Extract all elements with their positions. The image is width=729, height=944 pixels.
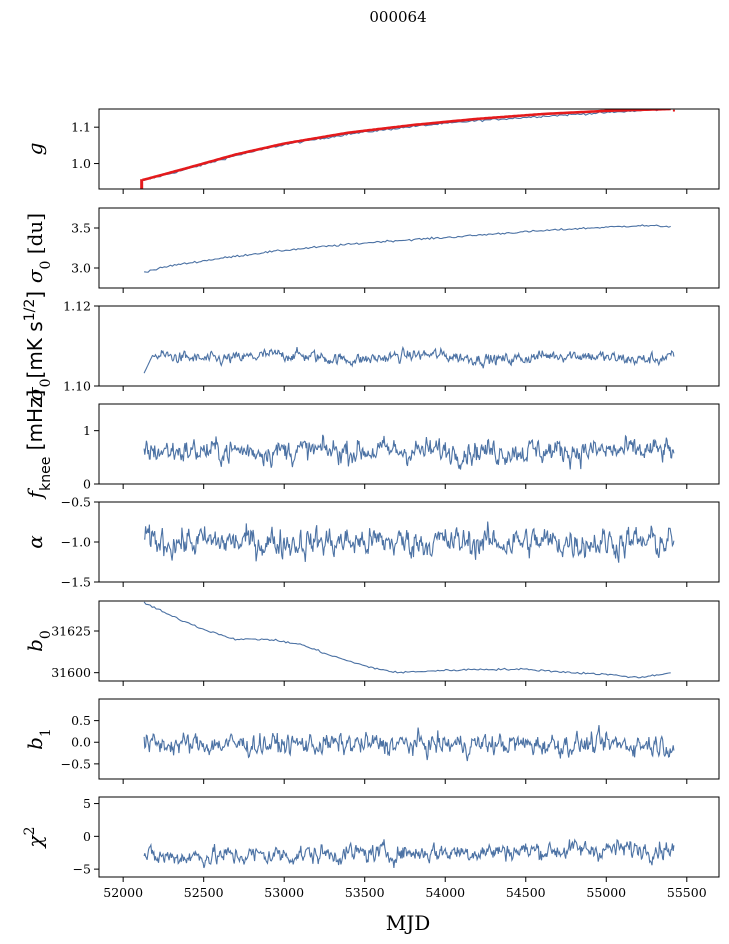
axes-frame <box>98 796 720 878</box>
y-tick-label: 0.5 <box>71 713 91 728</box>
axes-frame <box>98 207 720 289</box>
y-tick-label: 1.1 <box>71 120 91 135</box>
y-axis-label: χ2 <box>22 826 47 849</box>
y-axis-label: σ0 [du] <box>23 213 54 283</box>
axes-frame <box>98 305 720 387</box>
series-line-1 <box>143 838 675 869</box>
x-tick-label: 54500 <box>506 885 546 900</box>
series-line-1 <box>143 725 675 762</box>
panel-1: 1.0 1.1 g <box>23 108 720 194</box>
x-tick-label: 55000 <box>586 885 626 900</box>
y-axis-label: b1 <box>23 728 54 750</box>
y-tick-label: −1.0 <box>61 535 91 550</box>
y-axis-label: g <box>23 143 47 156</box>
series-line-1 <box>143 601 671 679</box>
y-tick-label: 1.10 <box>63 379 91 394</box>
y-tick-label: 1.0 <box>71 156 91 171</box>
series-line-1 <box>143 434 675 470</box>
y-tick-label: 3.0 <box>71 261 91 276</box>
panel-2: 3.0 3.5 σ0 [du] <box>23 207 720 293</box>
y-tick-label: 3.5 <box>71 221 91 236</box>
x-tick-label: 54000 <box>425 885 465 900</box>
x-tick-label: 53000 <box>264 885 304 900</box>
x-tick-label: 55500 <box>667 885 707 900</box>
axes-frame <box>98 698 720 780</box>
y-axis-label: σ0[mK s1/2] <box>22 291 54 401</box>
y-axis-label: fknee [mHz] <box>23 390 54 501</box>
y-tick-label: 31625 <box>51 624 91 639</box>
series-line-2 <box>142 109 671 182</box>
y-axis-label: b0 <box>23 630 54 652</box>
panel-8: −5 0 5 52000 52500 53000 53500 54000 54500 55000 5… <box>22 796 720 900</box>
axes-frame <box>98 403 720 485</box>
x-axis-label: MJD <box>386 911 431 935</box>
panel-3: 1.10 1.12 σ0[mK s1/2] <box>22 291 720 401</box>
axes-frame <box>98 600 720 682</box>
y-tick-label: −0.5 <box>61 495 91 510</box>
panel-4: 0 1 fknee [mHz] <box>23 390 720 501</box>
figure-title: 000064 <box>369 8 426 26</box>
y-tick-label: 0 <box>83 477 91 492</box>
axes-frame <box>98 108 720 190</box>
y-tick-label: −0.5 <box>61 756 91 771</box>
panel-7: −0.5 0.0 0.5 b1 <box>23 698 720 784</box>
y-tick-label: −1.5 <box>61 575 91 590</box>
series-line-1 <box>143 109 671 182</box>
y-tick-label: −5 <box>73 862 91 877</box>
y-tick-label: 0 <box>83 829 91 844</box>
panel-5: −1.5 −1.0 −0.5 α <box>23 495 720 590</box>
x-tick-label: 53500 <box>345 885 385 900</box>
y-axis-label: α <box>23 535 47 549</box>
x-tick-label: 52000 <box>103 885 143 900</box>
y-tick-label: 1.12 <box>63 299 91 314</box>
y-tick-label: 5 <box>83 796 91 811</box>
x-tick-label: 52500 <box>184 885 224 900</box>
y-tick-label: 31600 <box>51 665 91 680</box>
y-tick-label: 1 <box>83 423 91 438</box>
series-line-1 <box>144 224 671 273</box>
series-line-1 <box>144 521 675 563</box>
series-line-1 <box>143 345 675 374</box>
y-tick-label: 0.0 <box>71 735 91 750</box>
